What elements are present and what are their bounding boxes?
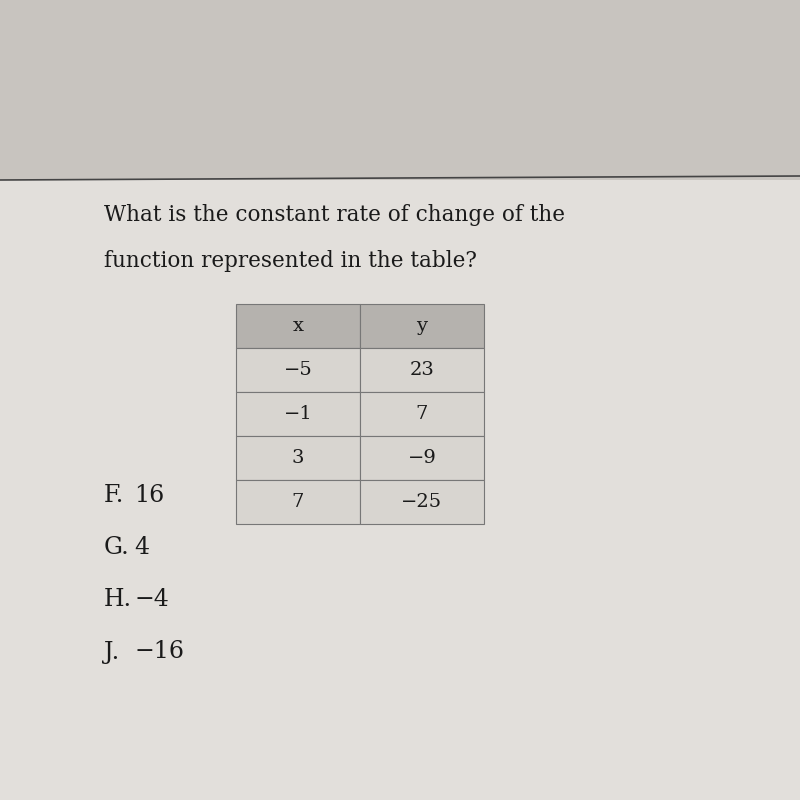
Text: 7: 7	[292, 493, 304, 511]
Bar	[236, 348, 360, 392]
Bar	[360, 348, 484, 392]
Text: 3: 3	[292, 449, 304, 467]
Text: x: x	[293, 317, 303, 335]
Bar	[236, 436, 360, 480]
Text: 16: 16	[134, 485, 165, 507]
Bar	[0, 0, 800, 180]
Text: F.: F.	[104, 485, 124, 507]
Text: −5: −5	[284, 361, 312, 379]
Text: G.: G.	[104, 537, 130, 559]
Bar	[236, 304, 360, 348]
Text: y: y	[417, 317, 427, 335]
Bar	[360, 480, 484, 524]
Bar	[0, 180, 800, 800]
Bar	[236, 392, 360, 436]
Text: −9: −9	[407, 449, 437, 467]
Text: H.: H.	[104, 589, 132, 611]
Bar	[236, 480, 360, 524]
Text: 4: 4	[134, 537, 150, 559]
Text: −1: −1	[284, 405, 312, 423]
Text: function represented in the table?: function represented in the table?	[104, 250, 477, 273]
Text: J.: J.	[104, 641, 119, 663]
Bar	[360, 392, 484, 436]
Text: −25: −25	[402, 493, 442, 511]
Bar	[360, 436, 484, 480]
Text: −4: −4	[134, 589, 170, 611]
Text: −16: −16	[134, 641, 184, 663]
Text: 7: 7	[416, 405, 428, 423]
Bar	[360, 304, 484, 348]
Text: 23: 23	[410, 361, 434, 379]
Text: What is the constant rate of change of the: What is the constant rate of change of t…	[104, 204, 565, 226]
